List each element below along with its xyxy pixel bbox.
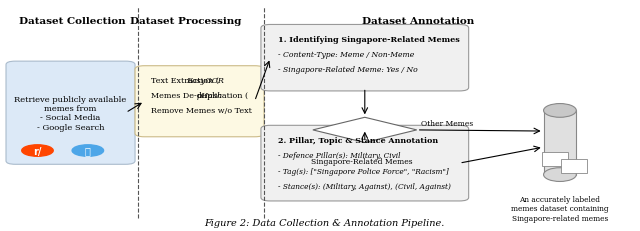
- Text: r/: r/: [33, 146, 42, 156]
- Text: Remove Memes w/o Text: Remove Memes w/o Text: [151, 106, 252, 114]
- Text: - Content-Type: Meme / Non-Meme: - Content-Type: Meme / Non-Meme: [278, 50, 414, 58]
- Ellipse shape: [543, 104, 576, 118]
- Circle shape: [72, 145, 104, 157]
- FancyBboxPatch shape: [542, 152, 568, 166]
- Text: EasyOCR: EasyOCR: [186, 77, 224, 85]
- Text: Text Extraction (: Text Extraction (: [151, 77, 219, 85]
- Text: 2. Pillar, Topic & Stance Annotation: 2. Pillar, Topic & Stance Annotation: [278, 136, 438, 144]
- Ellipse shape: [543, 168, 576, 182]
- Text: Memes De-duplication (: Memes De-duplication (: [151, 91, 248, 100]
- Text: Figure 2: Data Collection & Annotation Pipeline.: Figure 2: Data Collection & Annotation P…: [204, 218, 444, 227]
- Text: Retrieve publicly available
memes from
- Social Media
- Google Search: Retrieve publicly available memes from -…: [15, 95, 127, 131]
- Text: - Stance(s): (Military, Against), (Civil, Against): - Stance(s): (Military, Against), (Civil…: [278, 182, 451, 191]
- FancyBboxPatch shape: [561, 159, 587, 173]
- Text: Other Memes: Other Memes: [422, 119, 474, 128]
- Text: Dataset Annotation: Dataset Annotation: [362, 17, 474, 26]
- Text: - Singapore-Related Meme: Yes / No: - Singapore-Related Meme: Yes / No: [278, 65, 418, 73]
- Text: Dataset Collection: Dataset Collection: [19, 17, 125, 26]
- Text: 1. Identifying Singapore-Related Memes: 1. Identifying Singapore-Related Memes: [278, 36, 460, 44]
- FancyBboxPatch shape: [261, 126, 468, 201]
- Polygon shape: [313, 118, 417, 143]
- Text: 🔍: 🔍: [85, 146, 91, 156]
- Text: An accurately labeled
memes dataset containing
Singapore-related memes: An accurately labeled memes dataset cont…: [511, 195, 609, 222]
- Text: Dataset Processing: Dataset Processing: [130, 17, 241, 26]
- Text: - Defence Pillar(s): Military, Civil: - Defence Pillar(s): Military, Civil: [278, 152, 401, 160]
- FancyBboxPatch shape: [543, 111, 576, 175]
- FancyBboxPatch shape: [6, 62, 135, 164]
- Circle shape: [22, 145, 53, 157]
- Text: - Tag(s): ["Singapore Police Force", "Racism"]: - Tag(s): ["Singapore Police Force", "Ra…: [278, 167, 449, 175]
- FancyBboxPatch shape: [261, 25, 468, 91]
- Text: pHash: pHash: [196, 91, 223, 100]
- FancyBboxPatch shape: [135, 67, 264, 137]
- Text: Singapore-Related Memes: Singapore-Related Memes: [311, 158, 412, 166]
